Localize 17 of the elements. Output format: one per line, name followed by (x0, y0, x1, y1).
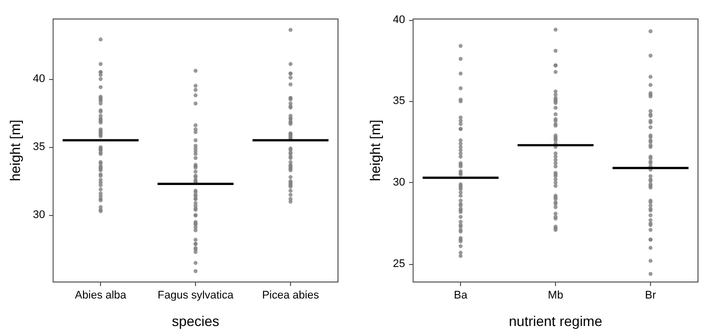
x-tick-label: Picea abies (262, 290, 320, 302)
x-tick-label: Abies alba (74, 290, 128, 302)
x-tick-label: Mb (548, 290, 564, 302)
y-tick-label: 30 (392, 176, 406, 189)
x-axis-title: species (172, 313, 220, 329)
x-tick-label: Br (645, 290, 656, 302)
y-axis-title: height [m] (7, 120, 23, 182)
y-tick-label: 25 (392, 258, 406, 270)
x-tick-label: Fagus sylvatica (158, 290, 234, 302)
y-tick-label: 30 (32, 209, 46, 222)
y-tick-label: 40 (392, 14, 406, 26)
x-tick-label: Ba (454, 290, 468, 302)
x-axis-title: nutrient regime (508, 313, 602, 329)
y-axis-title: height [m] (367, 120, 383, 182)
y-tick-label: 35 (32, 141, 46, 154)
y-tick-label: 35 (392, 95, 406, 108)
y-tick-label: 40 (32, 72, 46, 85)
